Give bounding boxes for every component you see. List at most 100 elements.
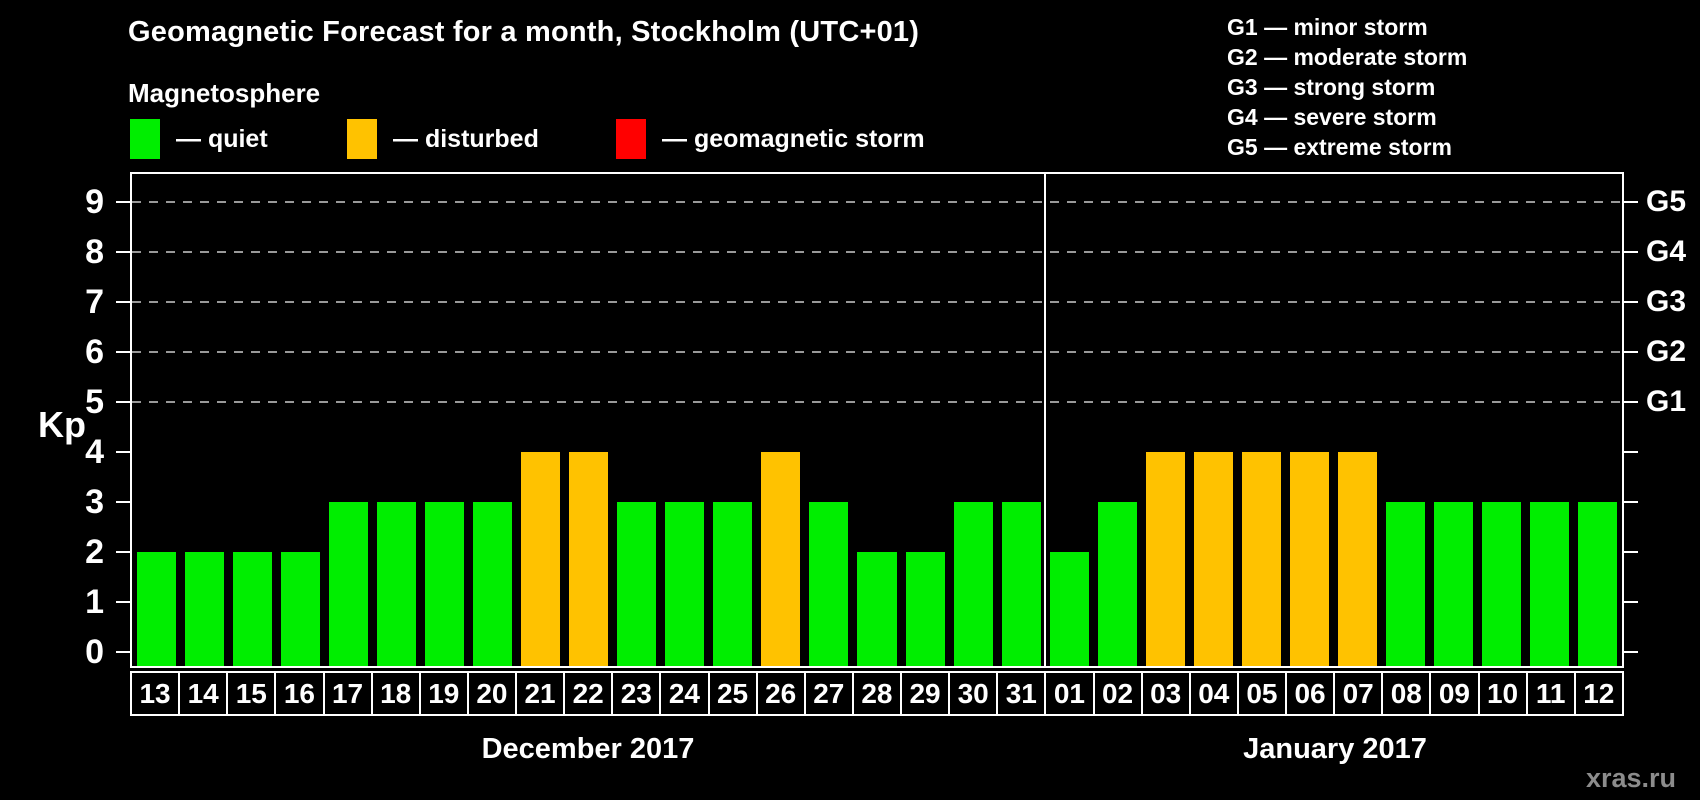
g-tick <box>1624 551 1638 553</box>
kp-bar-15 <box>232 552 272 666</box>
kp-bar-18 <box>376 502 416 666</box>
y-tick <box>116 651 130 653</box>
kp-bar-17 <box>328 502 368 666</box>
g-tick <box>1624 301 1638 303</box>
legend-label: — geomagnetic storm <box>662 124 925 153</box>
date-cell-21: 21 <box>515 671 566 716</box>
date-cell-27: 27 <box>803 671 854 716</box>
g-label-g3: G3 <box>1646 285 1687 318</box>
gridline-kp8 <box>132 251 1622 253</box>
g-tick <box>1624 501 1638 503</box>
kp-bar-01 <box>1049 552 1089 666</box>
y-tick-label: 0 <box>85 633 104 671</box>
kp-bar-11 <box>1530 502 1570 666</box>
g-tick <box>1624 601 1638 603</box>
page-title: Geomagnetic Forecast for a month, Stockh… <box>128 16 920 48</box>
kp-bar-03 <box>1145 452 1185 666</box>
date-cell-23: 23 <box>611 671 662 716</box>
date-cell-22: 22 <box>563 671 614 716</box>
date-cell-31: 31 <box>996 671 1047 716</box>
date-cell-29: 29 <box>900 671 951 716</box>
y-axis: 0 1 2 3 4 5 6 7 8 9 <box>0 172 130 671</box>
date-cell-25: 25 <box>707 671 758 716</box>
date-axis: 13 14 15 16 17 18 19 20 21 22 23 24 25 26 27 28 29 30 31 01… <box>130 671 1624 716</box>
kp-bar-22 <box>569 452 609 666</box>
date-cell-13: 13 <box>130 671 181 716</box>
g-tick <box>1624 451 1638 453</box>
month-separator-line <box>1044 174 1047 666</box>
date-cell-06: 06 <box>1285 671 1336 716</box>
y-tick-label: 4 <box>85 433 104 471</box>
date-cell-11: 11 <box>1525 671 1576 716</box>
date-cell-02: 02 <box>1092 671 1143 716</box>
kp-bar-14 <box>184 552 224 666</box>
g-label-g2: G2 <box>1646 335 1687 368</box>
y-tick-label: 7 <box>85 283 104 321</box>
g-tick <box>1624 201 1638 203</box>
legend-item-disturbed: — disturbed <box>347 118 539 160</box>
plot-area <box>130 172 1624 668</box>
date-cell-18: 18 <box>370 671 421 716</box>
date-cell-14: 14 <box>178 671 229 716</box>
kp-bar-26 <box>761 452 801 666</box>
g-tick <box>1624 251 1638 253</box>
kp-bar-29 <box>905 552 945 666</box>
kp-bar-06 <box>1290 452 1330 666</box>
kp-bar-20 <box>472 502 512 666</box>
date-cell-17: 17 <box>322 671 373 716</box>
g-label-g4: G4 <box>1646 235 1687 268</box>
g-legend-item: G1 — minor storm <box>1227 14 1428 40</box>
kp-bar-09 <box>1434 502 1474 666</box>
magnetosphere-label: Magnetosphere <box>128 78 321 108</box>
g-label-g5: G5 <box>1646 185 1687 218</box>
date-cell-26: 26 <box>755 671 806 716</box>
watermark: xras.ru <box>1585 763 1676 793</box>
y-tick <box>116 451 130 453</box>
kp-bar-02 <box>1097 502 1137 666</box>
date-cell-30: 30 <box>948 671 999 716</box>
date-cell-19: 19 <box>418 671 469 716</box>
date-cell-28: 28 <box>851 671 902 716</box>
gridline-kp5 <box>132 401 1622 403</box>
g-tick <box>1624 401 1638 403</box>
legend-item-storm: — geomagnetic storm <box>616 118 925 160</box>
g-tick <box>1624 351 1638 353</box>
legend-label: — disturbed <box>393 124 539 153</box>
y-tick <box>116 601 130 603</box>
y-tick <box>116 251 130 253</box>
date-cell-07: 07 <box>1333 671 1384 716</box>
kp-bar-13 <box>136 552 176 666</box>
date-cell-20: 20 <box>466 671 517 716</box>
kp-bar-10 <box>1482 502 1522 666</box>
date-cell-01: 01 <box>1044 671 1095 716</box>
kp-bar-30 <box>953 502 993 666</box>
quiet-swatch <box>130 119 160 159</box>
y-axis-title: Kp <box>38 404 86 445</box>
gridline-kp9 <box>132 201 1622 203</box>
gridline-kp6 <box>132 351 1622 353</box>
y-tick-label: 8 <box>85 233 104 271</box>
kp-bar-21 <box>521 452 561 666</box>
kp-bar-04 <box>1193 452 1233 666</box>
month-label-december: December 2017 <box>481 733 695 765</box>
g-axis: G1 G2 G3 G4 G5 <box>1624 172 1700 668</box>
y-tick-label: 3 <box>85 483 104 521</box>
y-tick-label: 6 <box>85 333 104 371</box>
g-legend-item: G4 — severe storm <box>1227 104 1437 130</box>
legend-label: — quiet <box>176 124 268 153</box>
kp-bar-05 <box>1241 452 1282 666</box>
kp-bar-08 <box>1386 502 1426 666</box>
g-legend-item: G5 — extreme storm <box>1227 134 1452 160</box>
date-cell-10: 10 <box>1477 671 1528 716</box>
date-cell-16: 16 <box>274 671 325 716</box>
g-scale-legend: G1 — minor storm G2 — moderate storm G3 … <box>1227 12 1467 162</box>
y-tick <box>116 201 130 203</box>
kp-bar-31 <box>1001 502 1041 666</box>
y-tick-label: 5 <box>85 383 104 421</box>
date-cell-04: 04 <box>1188 671 1239 716</box>
y-tick-label: 2 <box>85 533 104 571</box>
date-cell-24: 24 <box>659 671 710 716</box>
kp-bar-12 <box>1578 502 1618 666</box>
date-cell-12: 12 <box>1573 671 1624 716</box>
kp-bar-19 <box>424 502 464 666</box>
